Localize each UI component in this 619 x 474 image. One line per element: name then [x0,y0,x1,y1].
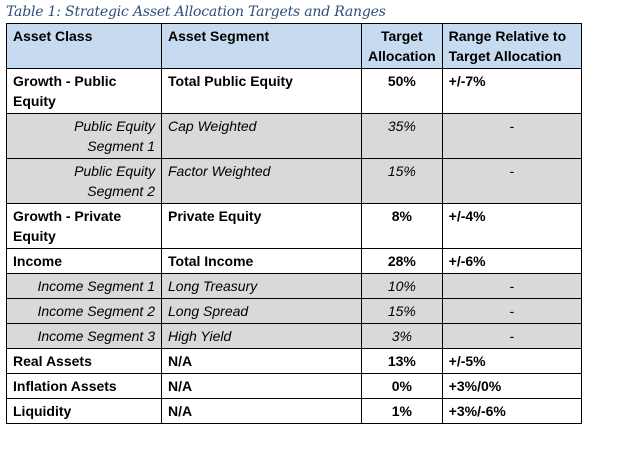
table-row: Public Equity Segment 1 Cap Weighted 35% … [6,113,582,159]
target-allocation-cell: 15% [361,158,443,204]
asset-class-cell: Income [6,248,162,274]
range-cell: +3%/-6% [441,398,582,424]
target-allocation-cell: 15% [361,298,443,324]
header-range-line1: Range Relative to [448,28,567,44]
asset-class-line: Equity [13,93,56,109]
table-row: Public Equity Segment 2 Factor Weighted 1… [6,158,582,204]
table-row: Income Segment 3 High Yield 3% - [6,323,582,349]
header-row: Asset Class Asset Segment Target Allocati… [6,23,582,69]
asset-class-line: Segment 1 [87,138,155,154]
asset-segment-cell: N/A [161,398,362,424]
asset-class-line: Equity [13,228,56,244]
range-cell: +/-4% [441,203,582,249]
asset-class-cell: Liquidity [6,398,162,424]
header-asset-class: Asset Class [6,23,162,69]
header-asset-segment: Asset Segment [161,23,362,69]
asset-segment-cell: Total Income [161,248,362,274]
target-allocation-cell: 10% [361,273,443,299]
target-allocation-cell: 8% [361,203,443,249]
asset-segment-cell: High Yield [161,323,362,349]
table-row: Income Total Income 28% +/-6% [6,248,582,274]
header-target-line2: Allocation [368,48,436,64]
target-allocation-cell: 50% [361,68,443,114]
header-range-line2: Target Allocation [448,48,562,64]
asset-class-line: Public Equity [74,163,155,179]
asset-class-cell: Inflation Assets [6,373,162,399]
target-allocation-cell: 35% [361,113,443,159]
header-target-allocation: Target Allocation [361,23,443,69]
asset-segment-cell: N/A [161,373,362,399]
table-row: Inflation Assets N/A 0% +3%/0% [6,373,582,399]
table-row: Growth - Public Equity Total Public Equit… [6,68,582,114]
asset-class-cell: Growth - Private Equity [6,203,162,249]
table-row: Income Segment 2 Long Spread 15% - [6,298,582,324]
target-allocation-cell: 13% [361,348,443,374]
asset-class-cell: Growth - Public Equity [6,68,162,114]
header-target-line1: Target [380,28,423,44]
range-cell: +/-5% [441,348,582,374]
target-allocation-cell: 1% [361,398,443,424]
target-allocation-cell: 28% [361,248,443,274]
asset-class-cell: Income Segment 1 [6,273,162,299]
range-cell: - [441,323,582,349]
asset-segment-cell: Cap Weighted [161,113,362,159]
asset-class-line: Growth - Private [13,208,122,224]
asset-segment-cell: N/A [161,348,362,374]
asset-segment-cell: Long Spread [161,298,362,324]
table-row: Real Assets N/A 13% +/-5% [6,348,582,374]
range-cell: - [441,158,582,204]
range-cell: - [441,298,582,324]
asset-class-line: Public Equity [74,118,155,134]
asset-class-cell: Real Assets [6,348,162,374]
range-cell: - [441,273,582,299]
range-cell: +/-7% [441,68,582,114]
asset-class-cell: Income Segment 3 [6,323,162,349]
range-cell: +/-6% [441,248,582,274]
asset-segment-cell: Long Treasury [161,273,362,299]
table-caption: Table 1: Strategic Asset Allocation Targ… [6,4,386,20]
table-row: Income Segment 1 Long Treasury 10% - [6,273,582,299]
allocation-table: Asset Class Asset Segment Target Allocati… [6,23,582,424]
asset-segment-cell: Private Equity [161,203,362,249]
table-row: Growth - Private Equity Private Equity 8%… [6,203,582,249]
asset-class-line: Growth - Public [13,73,117,89]
table-row: Liquidity N/A 1% +3%/-6% [6,398,582,424]
asset-class-cell: Public Equity Segment 1 [6,113,162,159]
asset-class-cell: Public Equity Segment 2 [6,158,162,204]
target-allocation-cell: 3% [361,323,443,349]
asset-segment-cell: Factor Weighted [161,158,362,204]
header-range: Range Relative to Target Allocation [441,23,582,69]
asset-class-line: Segment 2 [87,183,155,199]
range-cell: - [441,113,582,159]
asset-class-cell: Income Segment 2 [6,298,162,324]
asset-segment-cell: Total Public Equity [161,68,362,114]
range-cell: +3%/0% [441,373,582,399]
target-allocation-cell: 0% [361,373,443,399]
